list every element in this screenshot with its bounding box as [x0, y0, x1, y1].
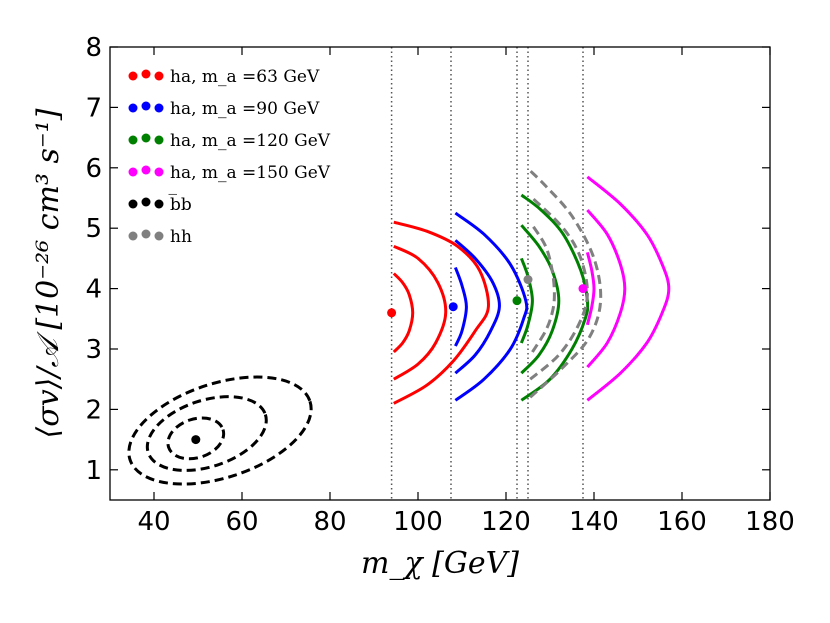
x-tick-label-0: 40 [137, 507, 170, 537]
legend-marker-0-1 [141, 69, 151, 79]
legend-marker-1-2 [154, 103, 164, 113]
x-tick-label-4: 120 [481, 507, 531, 537]
y-axis-label: ⟨σv⟩/𝒜 [10⁻²⁶ cm³ s⁻¹] [31, 108, 66, 438]
contour-series-1-0 [453, 266, 468, 347]
contour-series-4-1 [145, 395, 268, 472]
legend-marker-5-0 [128, 231, 138, 241]
legend-marker-2-0 [128, 135, 138, 145]
legend-marker-5-1 [141, 229, 151, 239]
best-fit-points [191, 275, 588, 445]
legend-marker-1-0 [128, 103, 138, 113]
legend-marker-4-0 [128, 199, 138, 209]
legend-marker-4-2 [154, 199, 164, 209]
x-tick-label-5: 140 [569, 507, 619, 537]
contour-series-1-2 [454, 211, 529, 402]
y-tick-label-3: 4 [85, 275, 102, 305]
contour-layer [127, 169, 671, 486]
plot-frame [109, 46, 771, 501]
legend-entry-1: ha, m_a =90 GeV [170, 99, 320, 119]
best-fit-point-2 [512, 296, 522, 306]
legend-entry-5: hh [170, 227, 192, 247]
best-fit-point-0 [387, 308, 397, 318]
y-tick-label-1: 2 [85, 395, 102, 425]
contour-series-4-2 [127, 375, 313, 486]
legend-entry-0: ha, m_a =63 GeV [170, 67, 320, 87]
best-fit-point-4 [191, 435, 201, 445]
x-tick-label-2: 80 [313, 507, 346, 537]
contour-series-3-2 [586, 175, 671, 402]
legend-entry-4: b̅b [168, 193, 192, 215]
y-axis: 1 2 3 4 5 6 7 8 [85, 33, 770, 486]
contour-series-3-1 [586, 209, 627, 369]
best-fit-point-1 [448, 302, 458, 312]
legend: ha, m_a =63 GeV ha, m_a =90 GeV ha, m_a =1… [128, 67, 331, 247]
contour-series-5-2 [529, 169, 603, 399]
legend-marker-2-1 [141, 133, 151, 143]
y-tick-label-4: 5 [85, 214, 102, 244]
legend-marker-4-1 [141, 197, 151, 207]
y-tick-label-0: 1 [85, 456, 102, 486]
legend-entry-2: ha, m_a =120 GeV [170, 131, 331, 151]
contour-series-5-1 [529, 196, 589, 381]
legend-marker-3-0 [128, 167, 138, 177]
contour-series-0-0 [392, 272, 415, 354]
x-tick-label-7: 180 [745, 507, 795, 537]
best-fit-point-3 [578, 284, 588, 294]
legend-marker-3-1 [141, 165, 151, 175]
contour-series-3-0 [585, 252, 596, 326]
x-axis-label: m_χ [GeV] [361, 546, 519, 581]
best-fit-point-5 [523, 275, 533, 285]
legend-marker-5-2 [154, 231, 164, 241]
contour-series-2-0 [519, 257, 534, 344]
legend-marker-2-2 [154, 135, 164, 145]
y-tick-label-5: 6 [85, 154, 102, 184]
x-axis: 40 60 80 100 120 140 160 180 [137, 47, 795, 537]
legend-marker-3-2 [154, 167, 164, 177]
legend-entry-3: ha, m_a =150 GeV [170, 163, 331, 183]
x-tick-label-6: 160 [657, 507, 707, 537]
legend-marker-0-0 [128, 71, 138, 81]
y-tick-label-6: 7 [85, 93, 102, 123]
legend-marker-0-2 [154, 71, 164, 81]
contour-series-0-2 [393, 220, 490, 405]
x-tick-label-3: 100 [393, 507, 443, 537]
contour-series-4-0 [166, 416, 226, 461]
y-tick-label-7: 8 [85, 33, 102, 63]
x-tick-label-1: 60 [225, 507, 258, 537]
legend-marker-1-1 [141, 101, 151, 111]
contour-series-1-1 [454, 239, 501, 375]
contour-series-2-1 [520, 224, 561, 375]
contour-series-5-0 [531, 224, 556, 353]
y-tick-label-2: 3 [85, 335, 102, 365]
contour-series-0-1 [393, 244, 448, 381]
